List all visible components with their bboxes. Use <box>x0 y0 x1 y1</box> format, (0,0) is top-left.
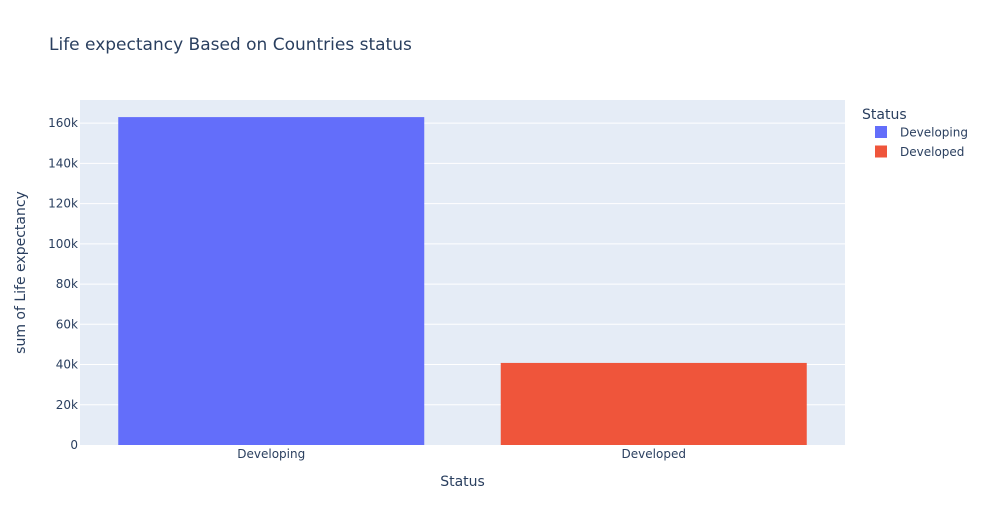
y-tick-label: 140k <box>48 156 78 170</box>
x-axis-ticks: Developing Developed <box>237 447 686 461</box>
y-tick-label: 120k <box>48 197 78 211</box>
y-axis-ticks: 0 20k 40k 60k 80k 100k 120k 140k 160k <box>48 116 78 452</box>
y-tick-label: 40k <box>56 358 78 372</box>
legend-swatch <box>875 126 887 138</box>
y-tick-label: 0 <box>70 438 78 452</box>
x-axis-title: Status <box>440 474 485 490</box>
legend-item-label: Developed <box>900 145 964 159</box>
legend: Status Developing Developed <box>862 107 968 159</box>
y-axis-title: sum of Life expectancy <box>13 191 29 354</box>
legend-swatch <box>875 145 887 158</box>
y-tick-label: 160k <box>48 116 78 130</box>
bar-developing <box>118 117 425 446</box>
y-tick-label: 80k <box>56 277 78 291</box>
bars <box>118 117 807 446</box>
y-tick-label: 60k <box>56 317 78 331</box>
bar-developed <box>500 362 807 445</box>
chart-title: Life expectancy Based on Countries statu… <box>49 35 412 55</box>
legend-item-label: Developing <box>900 126 968 140</box>
x-tick-label: Developing <box>237 447 305 461</box>
x-tick-label: Developed <box>622 447 686 461</box>
legend-title: Status <box>862 107 907 123</box>
y-tick-label: 20k <box>56 398 78 412</box>
y-tick-label: 100k <box>48 237 78 251</box>
